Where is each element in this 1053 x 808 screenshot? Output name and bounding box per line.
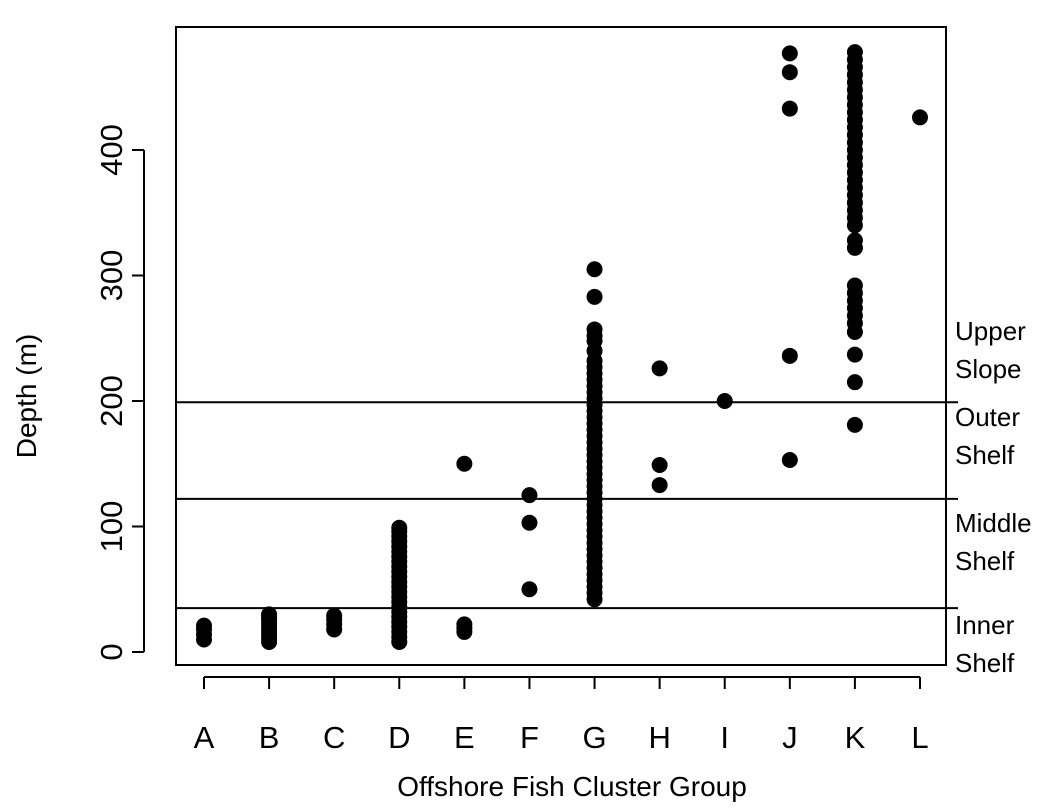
point-f — [521, 581, 538, 598]
zone-label-line2: Shelf — [955, 546, 1015, 576]
x-tick-label-h: H — [648, 720, 670, 755]
depth-zone-lines — [176, 401, 958, 610]
zone-label-line1: Middle — [955, 508, 1032, 538]
x-tick-label-i: I — [720, 720, 729, 755]
point-h — [651, 477, 668, 494]
point-g — [586, 321, 603, 338]
x-axis-title: Offshore Fish Cluster Group — [397, 771, 747, 802]
point-g — [586, 261, 603, 278]
point-k — [846, 277, 863, 294]
zone-label-line2: Slope — [955, 354, 1022, 384]
point-f — [521, 487, 538, 504]
y-axis-title: Depth (m) — [11, 334, 42, 458]
point-k — [846, 44, 863, 61]
point-b — [261, 606, 278, 623]
x-tick-label-l: L — [911, 720, 928, 755]
point-i — [716, 393, 733, 409]
zone-label-line1: Inner — [955, 610, 1015, 640]
point-j — [781, 45, 798, 62]
y-tick-label: 0 — [94, 643, 129, 660]
zone-label-line1: Outer — [955, 402, 1020, 432]
x-tick-label-f: F — [520, 720, 539, 755]
point-f — [521, 514, 538, 531]
x-tick-label-b: B — [259, 720, 280, 755]
point-h — [651, 457, 668, 474]
y-tick-label: 300 — [94, 250, 129, 302]
point-e — [456, 455, 473, 472]
zone-label-line1: Upper — [955, 316, 1026, 346]
point-k — [846, 346, 863, 363]
point-j — [781, 100, 798, 117]
x-axis-ticks: A B C D E F G H I J K L — [194, 677, 929, 755]
zone-label-line2: Shelf — [955, 440, 1015, 470]
x-tick-label-g: G — [582, 720, 606, 755]
x-tick-label-e: E — [454, 720, 475, 755]
point-j — [781, 451, 798, 468]
x-tick-label-a: A — [194, 720, 215, 755]
x-tick-label-k: K — [845, 720, 866, 755]
zone-labels: Upper Slope Outer Shelf Middle Shelf Inner Shel… — [955, 316, 1032, 678]
x-tick-label-d: D — [388, 720, 410, 755]
point-j — [781, 64, 798, 81]
data-points — [196, 44, 928, 650]
point-e — [456, 616, 473, 633]
point-d — [391, 519, 408, 536]
plot-frame — [175, 26, 947, 666]
y-tick-label: 400 — [94, 124, 129, 176]
point-k — [846, 232, 863, 249]
zone-label-line2: Shelf — [955, 648, 1015, 678]
y-tick-label: 100 — [94, 501, 129, 553]
point-c — [326, 607, 343, 624]
x-tick-label-j: J — [782, 720, 798, 755]
point-h — [651, 360, 668, 377]
y-axis-ticks: 0 100 200 300 400 — [94, 124, 144, 661]
point-a — [196, 617, 212, 634]
point-j — [781, 347, 798, 364]
point-l — [912, 109, 928, 126]
point-g — [586, 288, 603, 305]
x-tick-label-c: C — [323, 720, 345, 755]
y-tick-label: 200 — [94, 375, 129, 427]
point-k — [846, 416, 863, 433]
point-k — [846, 374, 863, 391]
